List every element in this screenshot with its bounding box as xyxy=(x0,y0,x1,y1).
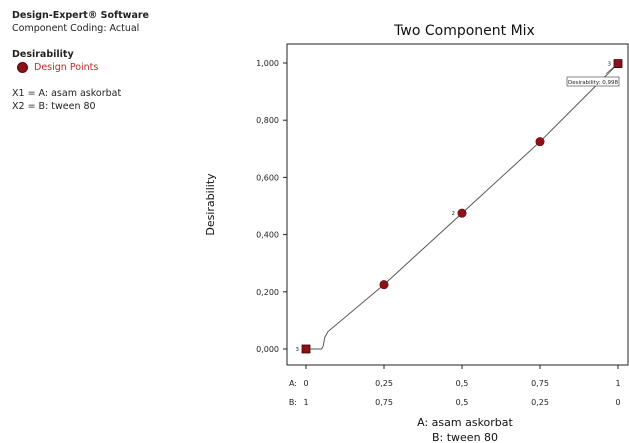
desirability-curve xyxy=(306,63,619,350)
design-point-count: 3 xyxy=(296,347,300,353)
info-panel: Design-Expert® Software Component Coding… xyxy=(12,9,149,113)
factor-x1: X1 = A: asam askorbat xyxy=(12,88,122,99)
plot-frame xyxy=(286,43,629,366)
y-axis-label: Desirability xyxy=(204,173,217,236)
design-point xyxy=(301,344,311,354)
x-tick-label-b: 1 xyxy=(303,398,308,407)
x-tick-label-a: 1 xyxy=(615,379,620,388)
x-row-a-label: A: xyxy=(289,379,297,388)
design-point xyxy=(379,280,389,290)
x-tick-label-a: 0,25 xyxy=(375,379,393,388)
x-axis-label-a: A: asam askorbat xyxy=(417,416,513,429)
design-point-count: 2 xyxy=(452,211,456,217)
y-tick-label: 1,000 xyxy=(256,59,279,68)
x-tick-label-a: 0,75 xyxy=(531,379,549,388)
annotation-box xyxy=(566,76,620,87)
design-point-count: 3 xyxy=(608,62,612,68)
x-tick-label-b: 0,5 xyxy=(456,398,469,407)
legend-item-design-points: Design Points xyxy=(17,61,149,74)
y-tick-label: 0,200 xyxy=(256,288,279,297)
factor-x2: X2 = B: tween 80 xyxy=(12,101,96,112)
x-tick-label-b: 0 xyxy=(615,398,620,407)
x-axis-label-b: B: tween 80 xyxy=(432,431,498,443)
y-tick-label: 0,600 xyxy=(256,173,279,182)
y-tick-label: 0,400 xyxy=(256,231,279,240)
design-point-marker-icon xyxy=(17,62,28,73)
y-tick-label: 0,800 xyxy=(256,116,279,125)
y-tick-label: 0,000 xyxy=(256,345,279,354)
response-name: Desirability xyxy=(12,49,74,60)
component-coding: Component Coding: Actual xyxy=(12,23,140,34)
annotation-text: Desirability: 0,998 xyxy=(568,80,619,86)
chart-title: Two Component Mix xyxy=(393,23,535,39)
x-tick-label-a: 0,5 xyxy=(456,379,469,388)
x-tick-label-b: 0,25 xyxy=(531,398,549,407)
design-point xyxy=(457,208,467,218)
legend-label: Design Points xyxy=(34,62,99,73)
software-name: Design-Expert® Software xyxy=(12,10,149,21)
x-row-b-label: B: xyxy=(289,398,297,407)
design-point xyxy=(535,137,545,147)
x-tick-label-b: 0,75 xyxy=(375,398,393,407)
x-tick-label-a: 0 xyxy=(303,379,308,388)
annotation-leader xyxy=(605,63,619,74)
